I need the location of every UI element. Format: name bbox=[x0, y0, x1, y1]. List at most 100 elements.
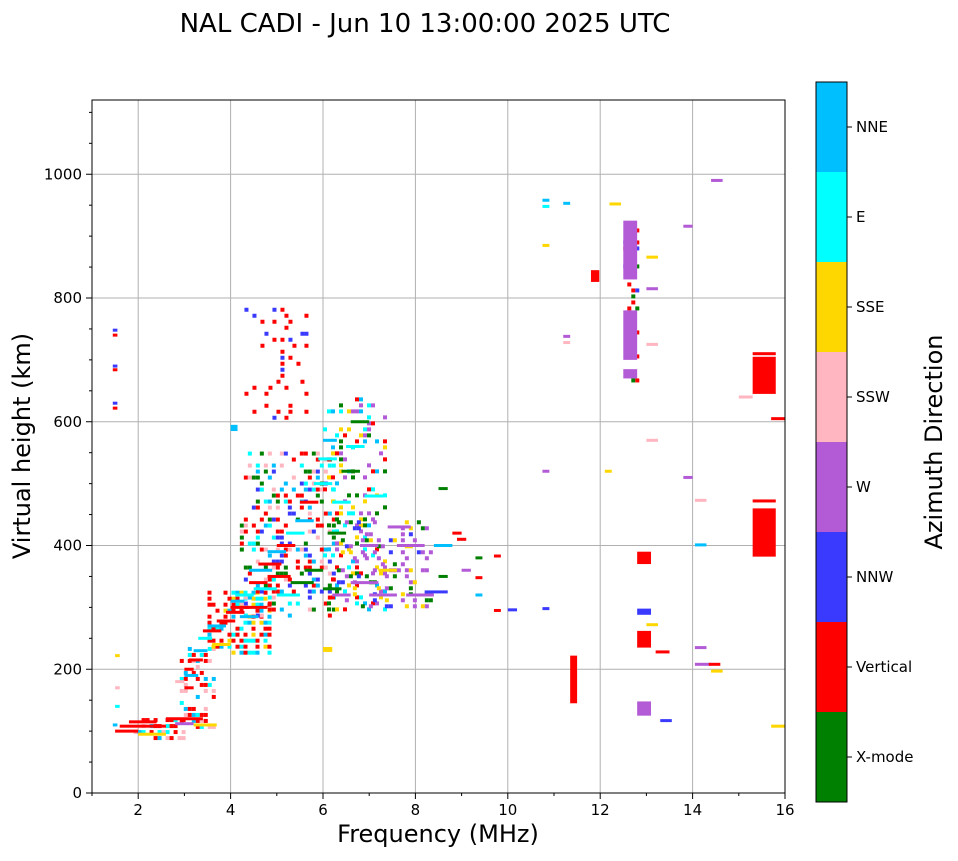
echo-cell bbox=[260, 343, 265, 348]
echo-cell bbox=[319, 523, 324, 528]
echo-cell bbox=[288, 403, 293, 408]
echo-cell bbox=[267, 601, 272, 606]
echo-cell bbox=[267, 620, 272, 625]
echo-cell bbox=[347, 511, 351, 516]
echo-cell bbox=[367, 421, 371, 426]
echo-cell bbox=[183, 682, 188, 687]
echo-cell bbox=[380, 544, 385, 549]
echo-cell bbox=[383, 565, 387, 570]
echo-cell bbox=[255, 596, 260, 601]
echo-cell bbox=[251, 505, 256, 510]
echo-cell bbox=[412, 538, 417, 543]
echo-cell bbox=[283, 547, 288, 552]
echo-cell bbox=[259, 602, 264, 607]
echo-cell bbox=[239, 601, 244, 606]
echo-cell bbox=[307, 553, 312, 558]
echo-cell bbox=[271, 493, 276, 498]
echo-cell bbox=[311, 451, 316, 456]
echo-cell bbox=[275, 493, 280, 498]
echo-cell bbox=[363, 475, 367, 480]
echo-cell bbox=[304, 343, 309, 348]
colorbar-swatch bbox=[816, 712, 847, 802]
echo-cell bbox=[165, 730, 170, 735]
echo-cell bbox=[279, 535, 284, 540]
echo-cell bbox=[231, 650, 236, 655]
echo-cell bbox=[627, 306, 632, 311]
echo-block bbox=[570, 655, 578, 704]
echo-cell bbox=[271, 607, 276, 612]
echo-segment bbox=[327, 531, 347, 535]
echo-cell bbox=[343, 457, 347, 462]
echo-cell bbox=[279, 529, 284, 534]
echo-cell bbox=[227, 608, 232, 613]
echo-segment bbox=[646, 623, 658, 627]
echo-cell bbox=[280, 367, 285, 372]
echo-cell bbox=[259, 547, 264, 552]
echo-cell bbox=[327, 583, 332, 588]
echo-cell bbox=[195, 724, 200, 729]
echo-block bbox=[623, 220, 638, 280]
echo-segment bbox=[249, 581, 268, 585]
echo-segment bbox=[694, 498, 707, 502]
colorbar-tick-label: Vertical bbox=[856, 658, 912, 676]
echo-cell bbox=[283, 577, 288, 582]
echo-cell bbox=[360, 550, 365, 555]
echo-cell bbox=[363, 499, 367, 504]
echo-cell bbox=[355, 523, 359, 528]
echo-segment bbox=[396, 544, 425, 547]
echo-cell bbox=[199, 652, 204, 657]
echo-cell bbox=[307, 565, 312, 570]
echo-cell bbox=[412, 604, 417, 609]
echo-cell bbox=[303, 481, 308, 486]
echo-cell bbox=[271, 577, 276, 582]
echo-cell bbox=[283, 565, 288, 570]
colorbar-swatch bbox=[816, 82, 847, 172]
echo-cell bbox=[420, 568, 425, 573]
echo-segment bbox=[175, 680, 185, 684]
echo-cell bbox=[376, 538, 381, 543]
echo-cell bbox=[339, 511, 343, 516]
echo-cell bbox=[331, 577, 335, 582]
echo-cell bbox=[635, 306, 640, 311]
echo-cell bbox=[264, 331, 269, 336]
echo-cell bbox=[331, 487, 335, 492]
echo-cell bbox=[271, 601, 276, 606]
echo-cell bbox=[404, 556, 409, 561]
colorbar-swatch bbox=[816, 442, 847, 532]
echo-cell bbox=[157, 736, 162, 741]
echo-cell bbox=[203, 676, 208, 681]
echo-segment bbox=[128, 720, 157, 724]
echo-cell bbox=[280, 307, 285, 312]
echo-cell bbox=[335, 607, 339, 612]
echo-cell bbox=[183, 676, 188, 681]
echo-segment bbox=[475, 556, 483, 560]
echo-cell bbox=[400, 562, 405, 567]
colorbar-tick-label: NNW bbox=[856, 568, 893, 586]
echo-cell bbox=[327, 511, 332, 516]
echo-cell bbox=[363, 517, 367, 522]
echo-cell bbox=[367, 607, 371, 612]
echo-cell bbox=[327, 607, 331, 612]
echo-cell bbox=[383, 457, 387, 462]
echo-cell bbox=[307, 529, 312, 534]
echo-cell bbox=[408, 580, 413, 585]
echo-segment bbox=[424, 590, 448, 594]
echo-cell bbox=[375, 565, 379, 570]
echo-cell bbox=[260, 319, 265, 324]
echo-cell bbox=[364, 556, 369, 561]
echo-cell bbox=[331, 529, 336, 534]
y-tick-label: 1000 bbox=[44, 165, 82, 183]
echo-segment bbox=[752, 499, 776, 503]
echo-cell bbox=[211, 694, 216, 699]
echo-cell bbox=[255, 535, 260, 540]
echo-segment bbox=[456, 537, 467, 541]
echo-cell bbox=[367, 427, 371, 432]
echo-cell bbox=[296, 361, 301, 366]
echo-segment bbox=[694, 543, 707, 547]
echo-cell bbox=[211, 688, 216, 693]
echo-cell bbox=[223, 608, 228, 613]
echo-cell bbox=[255, 469, 260, 474]
echo-cell bbox=[367, 463, 371, 468]
echo-segment bbox=[258, 562, 282, 566]
echo-cell bbox=[363, 535, 367, 540]
